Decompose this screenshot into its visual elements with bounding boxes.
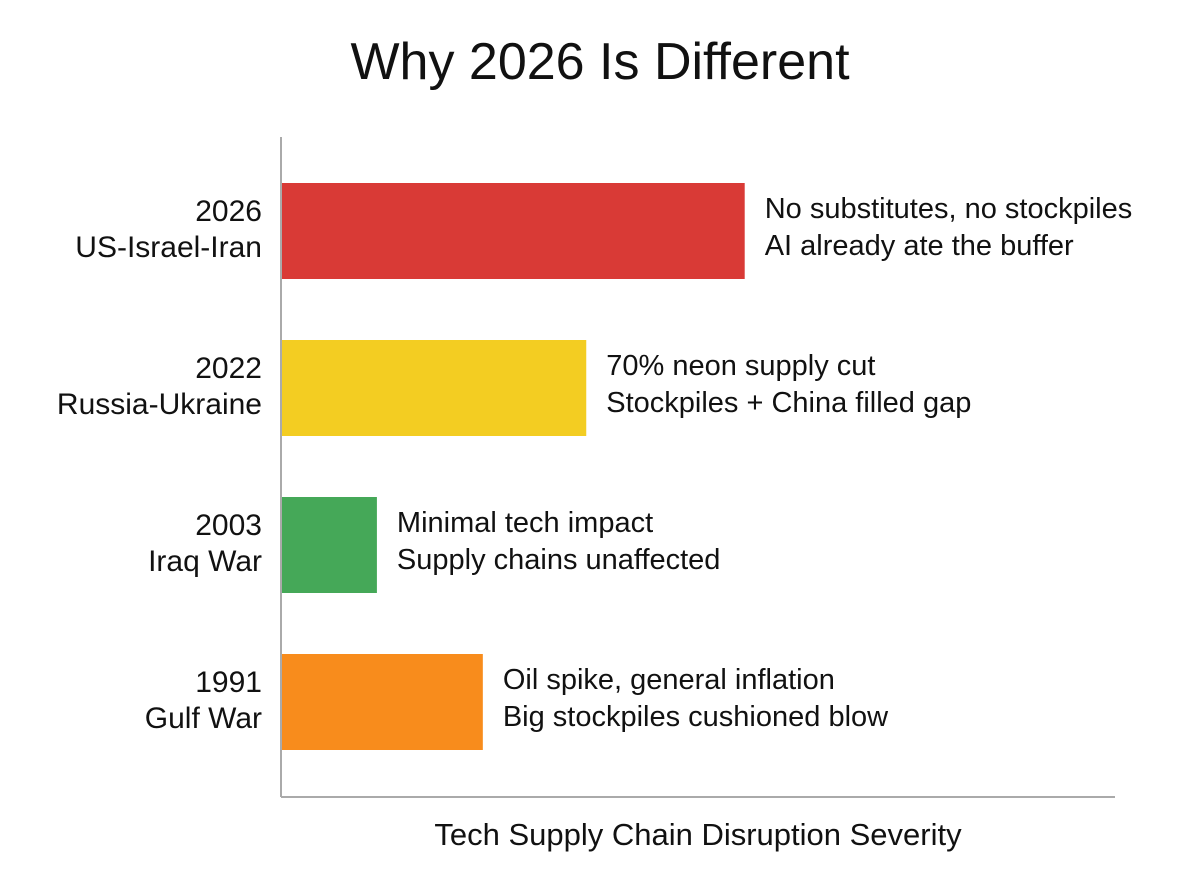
annotation-line: No substitutes, no stockpiles (764, 193, 1133, 225)
category-label-1991: 1991 Gulf War (145, 665, 262, 737)
annotation-line: AI already ate the buffer (764, 230, 1074, 262)
category-event: Russia-Ukraine (56, 388, 262, 421)
category-year: 2026 (195, 195, 262, 228)
annotation-line: Supply chains unaffected (396, 544, 721, 576)
category-event: Gulf War (144, 702, 262, 735)
annotation-line: 70% neon supply cut (606, 350, 876, 382)
annotation-line: Big stockpiles cushioned blow (502, 701, 889, 733)
annotation-line: Stockpiles + China filled gap (606, 387, 972, 419)
annotation-line: Oil spike, general inflation (502, 664, 835, 696)
annotation-line: Minimal tech impact (396, 507, 654, 539)
category-year: 1991 (195, 666, 262, 699)
annotation-2026: No substitutes, no stockpiles AI already … (765, 191, 1133, 265)
category-label-2026: 2026 US-Israel-Iran (75, 194, 262, 266)
x-axis-label: Tech Supply Chain Disruption Severity (434, 817, 962, 852)
bar-2022 (282, 340, 587, 436)
category-event: US-Israel-Iran (75, 231, 262, 264)
annotation-2022: 70% neon supply cut Stockpiles + China fi… (606, 348, 971, 422)
annotation-2003: Minimal tech impact Supply chains unaffec… (397, 505, 721, 579)
annotation-1991: Oil spike, general inflation Big stockpil… (503, 662, 888, 736)
chart-title: Why 2026 Is Different (350, 33, 850, 91)
category-label-2022: 2022 Russia-Ukraine (57, 351, 262, 423)
category-year: 2022 (195, 352, 262, 385)
category-event: Iraq War (148, 545, 262, 578)
bar-2003 (282, 497, 377, 593)
category-label-2003: 2003 Iraq War (148, 508, 262, 580)
bar-1991 (282, 654, 483, 750)
bar-2026 (282, 183, 745, 279)
category-year: 2003 (195, 509, 262, 542)
